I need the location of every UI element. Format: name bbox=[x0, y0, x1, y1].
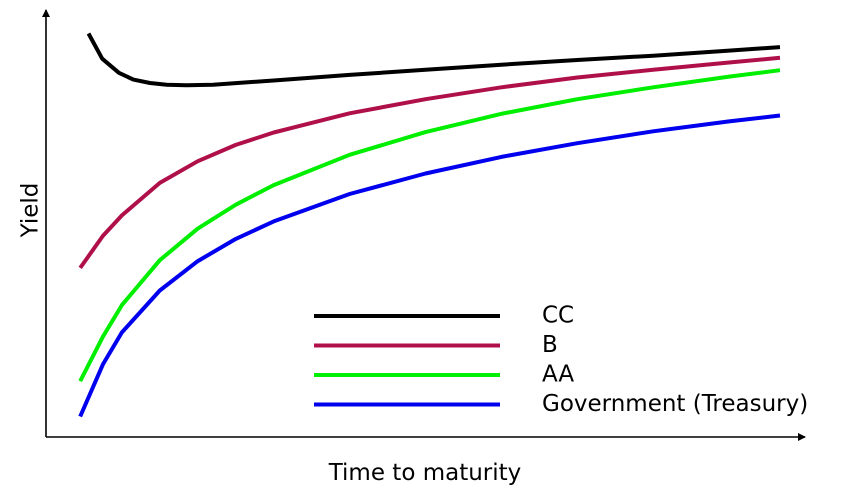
x-axis-label: Time to maturity bbox=[328, 460, 522, 486]
y-axis-label: Yield bbox=[18, 183, 44, 239]
legend-label-b: B bbox=[542, 332, 558, 358]
series-line-cc bbox=[86, 32, 781, 88]
legend: CC B AA Government (Treasury) bbox=[314, 303, 808, 417]
legend-label-aa: AA bbox=[542, 362, 574, 388]
series-line-b bbox=[78, 55, 781, 270]
legend-label-cc: CC bbox=[542, 303, 574, 329]
series-lines bbox=[78, 32, 781, 418]
series-line-aa bbox=[78, 68, 781, 383]
series-line-government-treasury bbox=[78, 113, 781, 418]
legend-label-government-treasury: Government (Treasury) bbox=[542, 391, 808, 417]
